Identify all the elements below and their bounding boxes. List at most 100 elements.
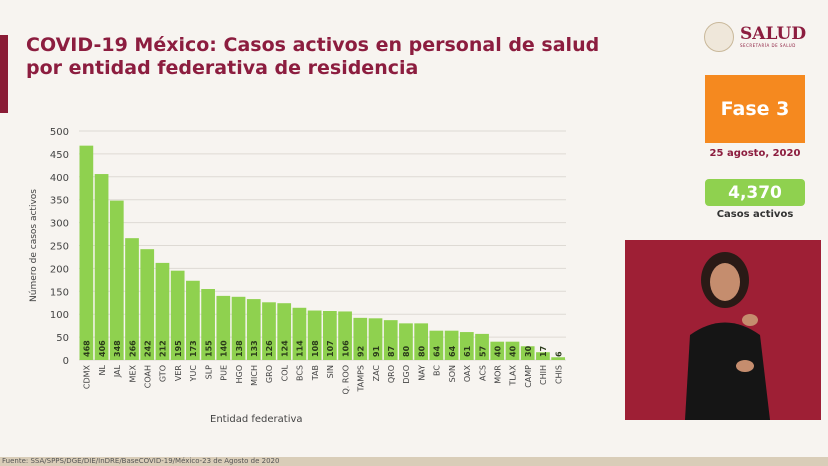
bar [323, 310, 337, 360]
bar [140, 249, 155, 360]
y-tick-label: 50 [56, 333, 69, 344]
x-tick-label: JAL [113, 364, 122, 378]
data-label: 87 [387, 346, 396, 357]
x-tick-label: CDMX [83, 364, 92, 389]
y-tick-label: 400 [50, 173, 69, 184]
y-tick-label: 450 [50, 150, 69, 161]
accent-stripe [0, 35, 8, 113]
page-title: COVID-19 México: Casos activos en person… [26, 34, 600, 79]
bar-chart: 0 50 100 150 200 250 300 350 400 450 500 Número de … [29, 127, 566, 395]
data-label: 195 [174, 340, 183, 357]
x-tick-label: TAB [311, 365, 320, 381]
data-label: 61 [463, 345, 472, 357]
y-tick-label: 200 [50, 264, 69, 275]
sign-language-interpreter-video [625, 240, 821, 420]
bar [520, 346, 535, 360]
bar [459, 332, 474, 360]
x-tick-label: MOR [494, 365, 503, 384]
x-tick-label: QRO [387, 365, 396, 383]
data-label: 17 [539, 346, 548, 357]
logo-subtitle: SECRETARÍA DE SALUD [740, 43, 796, 48]
y-tick-label: 100 [50, 310, 69, 321]
data-label: 173 [189, 340, 198, 357]
bar [186, 280, 200, 360]
data-label: 242 [143, 340, 152, 357]
data-label: 107 [326, 340, 335, 357]
bar [307, 310, 322, 360]
data-label: 212 [159, 340, 168, 357]
active-cases-badge: 4,370 [705, 179, 805, 206]
data-label: 64 [433, 345, 442, 357]
bar [505, 341, 520, 360]
bar [338, 311, 352, 360]
bar [79, 145, 94, 360]
bar [125, 238, 139, 360]
bar [429, 330, 444, 360]
bar [536, 352, 550, 360]
logo-text: SALUD [740, 24, 807, 44]
y-tick-label: 500 [50, 127, 69, 138]
x-tick-label: CHIH [539, 365, 548, 385]
bar [109, 200, 124, 360]
data-label: 30 [524, 345, 533, 357]
data-label: 468 [83, 340, 92, 357]
data-label: 138 [235, 340, 244, 357]
x-tick-label: TLAX [509, 364, 518, 386]
bar [444, 330, 459, 360]
x-tick-label: NAY [417, 365, 426, 381]
data-label: 57 [478, 346, 487, 357]
y-tick-label: 150 [50, 287, 69, 298]
bar [231, 296, 246, 360]
x-tick-label: TAMPS [357, 365, 366, 393]
x-tick-label: Q. ROO [341, 365, 350, 395]
data-label: 80 [402, 345, 411, 357]
data-label: 40 [509, 345, 518, 357]
x-tick-label: ACS [478, 365, 487, 381]
x-tick-label: COAH [143, 365, 152, 388]
active-cases-label: Casos activos [716, 209, 794, 220]
data-label: 64 [448, 345, 457, 357]
x-tick-label: VER [174, 365, 183, 382]
x-tick-label: SON [448, 365, 457, 382]
bar [490, 341, 505, 360]
bar [383, 320, 398, 360]
report-date: 25 agosto, 2020 [709, 148, 801, 159]
data-label: 80 [417, 345, 426, 357]
x-tick-label: MICH [250, 365, 259, 386]
y-tick-label: 250 [50, 242, 69, 253]
bar [399, 323, 413, 360]
x-tick-label: DGO [402, 365, 411, 384]
x-tick-label: SLP [204, 365, 213, 380]
data-label: 106 [341, 340, 350, 357]
data-label: 40 [494, 345, 503, 357]
x-tick-label: HGO [235, 365, 244, 384]
data-label: 126 [265, 340, 274, 357]
x-tick-label: NL [98, 364, 107, 375]
y-axis-label: Número de casos activos [29, 189, 39, 302]
x-tick-label: YUC [189, 365, 198, 383]
x-tick-label: GRO [265, 365, 274, 383]
bar [216, 295, 231, 360]
x-tick-label: CAMP [524, 365, 533, 388]
y-tick-label: 0 [63, 356, 69, 367]
bar [155, 262, 170, 360]
phase-badge: Fase 3 [705, 75, 805, 143]
bar [262, 302, 276, 360]
data-label: 348 [113, 340, 122, 357]
data-label: 124 [280, 340, 289, 357]
data-label: 266 [128, 340, 137, 357]
bar [353, 317, 368, 360]
data-label: 91 [372, 345, 381, 357]
bar [551, 357, 565, 360]
x-tick-label: CHIS [554, 365, 563, 384]
y-tick-label: 350 [50, 196, 69, 207]
x-tick-label: PUE [220, 365, 229, 381]
data-label: 133 [250, 340, 259, 357]
bar [246, 299, 261, 360]
bar [414, 323, 429, 360]
data-label: 6 [554, 351, 563, 357]
x-tick-label: BC [433, 365, 442, 376]
x-tick-label: ZAC [372, 365, 381, 382]
salud-logo: SALUD SECRETARÍA DE SALUD [704, 22, 806, 52]
bar [170, 270, 185, 360]
